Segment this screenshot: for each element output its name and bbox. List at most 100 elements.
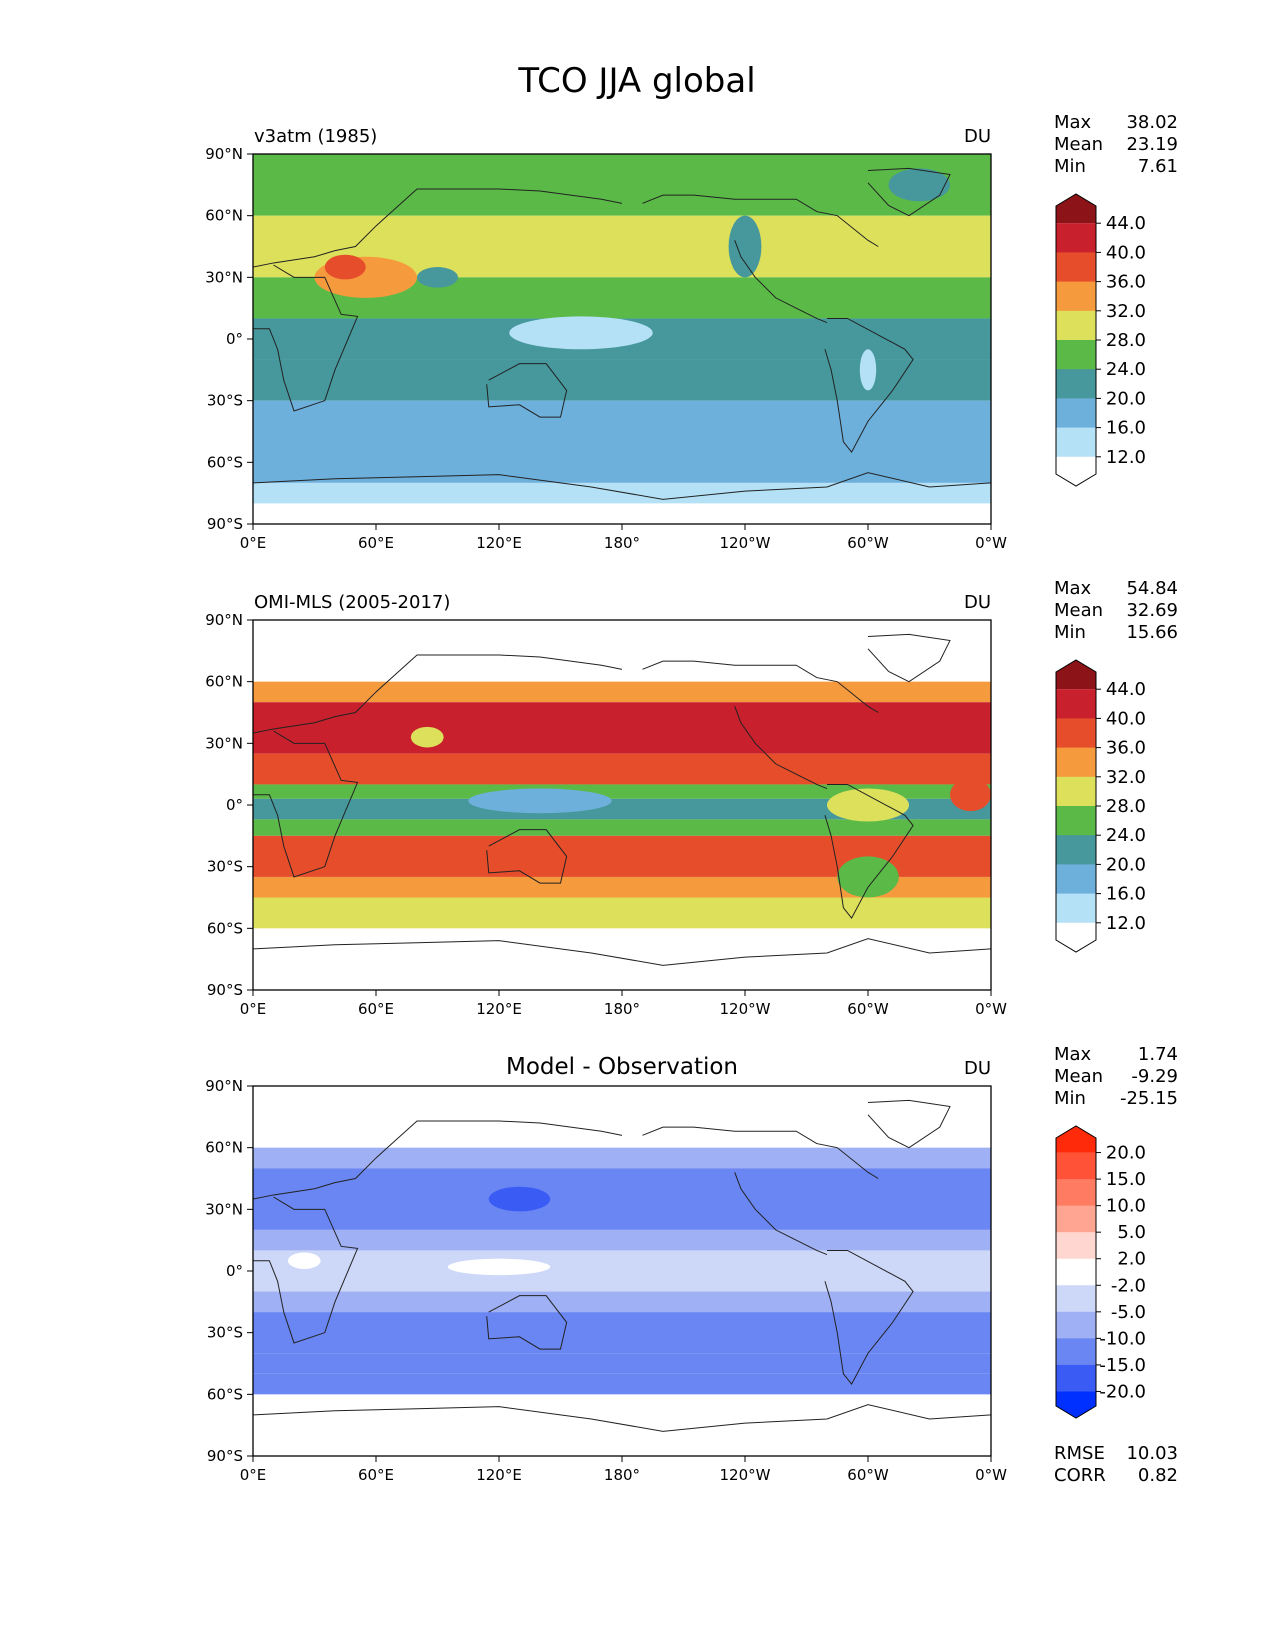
data-field	[253, 1086, 991, 1456]
colorbar-label: 44.0	[1106, 213, 1146, 234]
data-band	[253, 1353, 991, 1374]
colorbar-swatch	[1056, 835, 1096, 865]
stat-value: 54.84	[1126, 578, 1178, 599]
lon-tick-label: 60°E	[358, 1466, 394, 1484]
lon-tick-label: 120°W	[720, 1466, 771, 1484]
stat-label: Max	[1054, 578, 1092, 599]
colorbar-swatch	[1056, 776, 1096, 807]
colorbar-extend-top	[1056, 1126, 1096, 1153]
colorbar-label: -15.0	[1099, 1355, 1146, 1376]
lon-tick-label: 0°E	[240, 534, 267, 552]
stat-value: -25.15	[1120, 1088, 1178, 1109]
lat-tick-label: 60°S	[207, 453, 243, 471]
colorbar-extend-bottom	[1056, 922, 1096, 952]
stat-label: Mean	[1054, 134, 1103, 155]
lon-tick-label: 180°	[604, 1000, 640, 1018]
colorbar-label: 20.0	[1106, 854, 1146, 875]
coastline	[253, 188, 623, 268]
lat-tick-label: 30°S	[207, 858, 243, 876]
colorbar-swatch	[1056, 281, 1096, 312]
colorbar: 20.0 15.0 10.0 5.0 2.0 -2.0 -5.0 -10.0 -15.0 -20.…	[1055, 1125, 1146, 1419]
colorbar-label: 32.0	[1106, 301, 1146, 322]
data-region	[287, 1252, 321, 1269]
colorbar: 44.0 40.0 36.0 32.0 28.0 24.0 20.0 16.0 12.0	[1055, 659, 1146, 953]
coastline	[734, 706, 828, 790]
data-band	[253, 1312, 991, 1354]
colorbar-outline	[1055, 659, 1097, 953]
colorbar-swatch	[1056, 689, 1096, 719]
lon-tick-label: 0°E	[240, 1000, 267, 1018]
data-band	[253, 503, 991, 524]
colorbar-label: 36.0	[1106, 738, 1146, 759]
colorbar-extend-top	[1056, 660, 1096, 690]
lat-tick-label: 30°N	[205, 1200, 243, 1218]
colorbar-label: -10.0	[1099, 1328, 1146, 1349]
data-band	[253, 753, 991, 785]
coastline	[486, 1295, 568, 1350]
stat-label: Min	[1054, 622, 1086, 643]
colorbar-label: 28.0	[1106, 796, 1146, 817]
colorbar-swatch	[1056, 369, 1096, 399]
coastline	[824, 783, 914, 919]
data-band	[253, 681, 991, 703]
lon-tick-label: 120°W	[720, 1000, 771, 1018]
footer-stat-value: 0.82	[1138, 1465, 1178, 1486]
data-field	[253, 154, 991, 524]
map-panel-1: v3atm (1985) DU 90°N 60°N 30°N 0° 30°S 60°S 90°S…	[205, 112, 1178, 552]
colorbar-label: 5.0	[1117, 1222, 1146, 1243]
colorbar-label: 24.0	[1106, 359, 1146, 380]
colorbar-label: 16.0	[1106, 884, 1146, 905]
data-region	[950, 778, 991, 812]
stat-value: 23.19	[1126, 134, 1178, 155]
coastline	[486, 363, 568, 418]
colorbar-label: -5.0	[1111, 1302, 1146, 1323]
coastline	[824, 317, 914, 453]
colorbar-swatch	[1056, 1338, 1096, 1366]
colorbar-label: 12.0	[1106, 913, 1146, 934]
lat-tick-label: 60°S	[207, 1385, 243, 1403]
figure-title: TCO JJA global	[517, 61, 755, 101]
lon-tick-label: 0°W	[975, 534, 1007, 552]
lat-tick-label: 30°N	[205, 268, 243, 286]
colorbar-swatch	[1056, 310, 1096, 341]
colorbar-label: 12.0	[1106, 447, 1146, 468]
lon-tick-label: 60°E	[358, 1000, 394, 1018]
colorbar-label: 24.0	[1106, 825, 1146, 846]
colorbar-label: 20.0	[1106, 1143, 1146, 1164]
lat-tick-label: 90°S	[207, 1447, 243, 1465]
data-band	[253, 1147, 991, 1169]
data-region	[837, 856, 899, 898]
data-band	[253, 897, 991, 929]
coastline	[642, 1126, 879, 1179]
data-band	[253, 1373, 991, 1395]
colorbar-swatch	[1056, 398, 1096, 429]
colorbar-label: 10.0	[1106, 1196, 1146, 1217]
data-band	[253, 784, 991, 799]
stat-label: Min	[1054, 1088, 1086, 1109]
data-band	[253, 359, 991, 401]
lat-tick-label: 30°N	[205, 734, 243, 752]
colorbar-swatch	[1056, 747, 1096, 778]
coastline	[867, 633, 951, 683]
colorbar-label: 28.0	[1106, 330, 1146, 351]
colorbar: 44.0 40.0 36.0 32.0 28.0 24.0 20.0 16.0 12.0	[1055, 193, 1146, 487]
data-band	[253, 819, 991, 836]
data-band	[253, 702, 991, 754]
colorbar-swatch	[1056, 1179, 1096, 1207]
colorbar-outline	[1055, 1125, 1097, 1419]
colorbar-label: 32.0	[1106, 767, 1146, 788]
coastline	[867, 1099, 951, 1149]
data-band	[253, 1229, 991, 1251]
colorbar-label: 36.0	[1106, 272, 1146, 293]
stat-value: -9.29	[1131, 1066, 1178, 1087]
lat-tick-label: 90°N	[205, 611, 243, 629]
colorbar-swatch	[1056, 864, 1096, 895]
panel-title: v3atm (1985)	[254, 126, 377, 147]
stat-value: 38.02	[1126, 112, 1178, 133]
panel-title: Model - Observation	[506, 1054, 738, 1080]
data-band	[253, 1291, 991, 1313]
coastline	[642, 194, 879, 247]
coastline	[734, 1172, 828, 1256]
units-label: DU	[964, 1058, 991, 1079]
coastlines	[253, 1099, 991, 1432]
